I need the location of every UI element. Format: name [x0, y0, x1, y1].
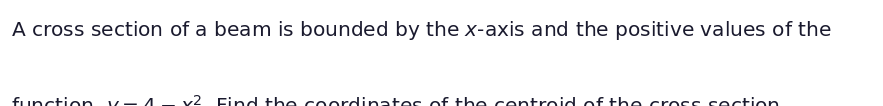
Text: A cross section of a beam is bounded by the $x$-axis and the positive values of : A cross section of a beam is bounded by … [11, 19, 832, 42]
Text: function  $y=4-x^2$. Find the coordinates of the centroid of the cross section.: function $y=4-x^2$. Find the coordinates… [11, 93, 787, 106]
